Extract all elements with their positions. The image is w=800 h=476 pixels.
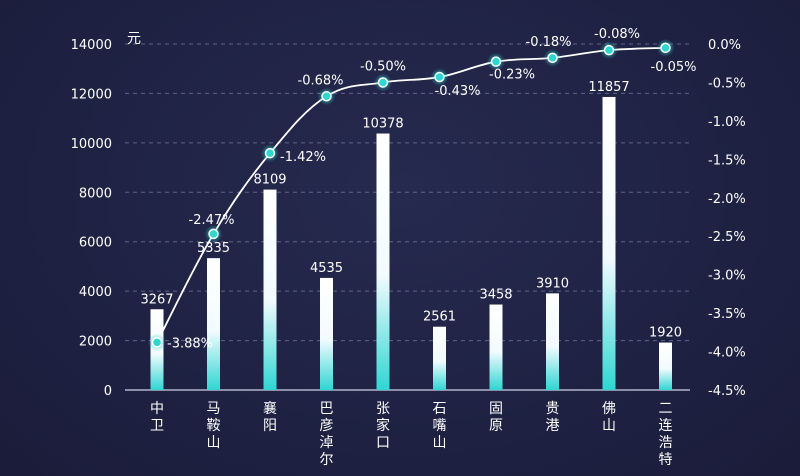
percent-point <box>660 42 671 54</box>
bar-value-label: 2561 <box>423 310 456 325</box>
percent-label: -0.23% <box>489 68 535 83</box>
percent-labels: -3.88% -2.47% -1.42% -0.68% -0.50% -0.43% -0.2… <box>167 27 697 351</box>
left-tick-label: 6000 <box>79 236 112 251</box>
percent-point <box>434 71 445 83</box>
category-label: 中卫 <box>150 401 164 434</box>
percent-point <box>321 91 332 102</box>
bar-value-label: 3267 <box>140 292 173 307</box>
right-tick-label: 0.0% <box>708 38 741 53</box>
category-label: 固原 <box>489 401 503 434</box>
right-tick-label: -4.5% <box>708 384 746 399</box>
percent-label: -3.88% <box>167 336 213 351</box>
category-label: 贵港 <box>546 401 560 434</box>
category-label: 石嘴山 <box>433 401 447 451</box>
right-tick-label: -2.5% <box>708 230 746 245</box>
bar-value-label: 11857 <box>588 80 629 95</box>
percent-line <box>148 38 675 352</box>
right-tick-label: -3.5% <box>708 307 746 322</box>
bar <box>546 293 559 390</box>
bar-value-label: 5335 <box>197 241 230 256</box>
percent-label: -0.08% <box>594 27 640 42</box>
category-label: 巴彦淖尔 <box>320 401 334 468</box>
category-label: 二连浩特 <box>659 401 673 468</box>
bars <box>150 96 672 391</box>
percent-label: -2.47% <box>189 213 235 228</box>
percent-point <box>264 147 276 159</box>
percent-point <box>603 44 615 56</box>
percent-label: -0.50% <box>360 59 406 74</box>
bar-value-label: 8109 <box>253 173 286 188</box>
percent-label: -0.18% <box>526 35 572 50</box>
left-tick-label: 8000 <box>79 186 112 201</box>
left-tick-label: 12000 <box>71 87 112 102</box>
right-tick-label: -1.0% <box>708 115 746 130</box>
bar <box>320 277 333 390</box>
right-tick-label: -0.5% <box>708 76 746 91</box>
percent-point <box>377 77 389 88</box>
percent-label: -0.43% <box>435 84 481 99</box>
bar <box>207 258 220 390</box>
bar-value-label: 1920 <box>649 326 682 341</box>
percent-label: -0.68% <box>298 73 344 88</box>
left-tick-label: 0 <box>104 384 112 399</box>
category-label: 佛山 <box>602 401 616 434</box>
percent-point <box>547 52 558 64</box>
right-tick-label: -3.0% <box>708 269 746 284</box>
percent-point <box>151 337 163 348</box>
right-axis: 0.0% -0.5% -1.0% -1.5% -2.0% -2.5% -3.0% -3.5% -… <box>708 38 746 399</box>
bar <box>376 133 390 390</box>
percent-point <box>208 228 219 240</box>
left-tick-label: 2000 <box>79 335 112 350</box>
percent-point <box>490 56 502 67</box>
y-axis-unit-label: 元 <box>127 31 141 47</box>
bar-value-label: 4535 <box>310 261 343 276</box>
bar-value-labels: 3267 5335 8109 4535 10378 2561 3458 3910 11857 19… <box>140 80 682 341</box>
bar-value-label: 10378 <box>362 117 403 132</box>
percent-label: -0.05% <box>651 60 697 75</box>
bar <box>489 304 503 390</box>
bar-value-label: 3910 <box>536 276 569 291</box>
bar <box>433 326 446 390</box>
bar <box>659 342 672 390</box>
left-tick-label: 4000 <box>79 285 112 300</box>
left-tick-label: 10000 <box>71 137 112 152</box>
right-tick-label: -1.5% <box>708 153 746 168</box>
bar <box>602 96 616 391</box>
category-label: 襄阳 <box>263 401 277 434</box>
percent-label: -1.42% <box>280 150 326 165</box>
left-axis: 0 2000 4000 6000 8000 10000 12000 14000 <box>71 38 112 399</box>
bar <box>263 189 277 390</box>
left-tick-label: 14000 <box>71 38 112 53</box>
category-label: 马鞍山 <box>207 401 221 451</box>
right-tick-label: -2.0% <box>708 192 746 207</box>
category-label: 张家口 <box>376 401 390 451</box>
bar-value-label: 3458 <box>479 288 512 303</box>
category-labels: 中卫 马鞍山 襄阳 巴彦淖尔 张家口 石嘴山 固原 贵港 佛山 二连浩特 <box>150 401 673 468</box>
right-tick-label: -4.0% <box>708 346 746 361</box>
